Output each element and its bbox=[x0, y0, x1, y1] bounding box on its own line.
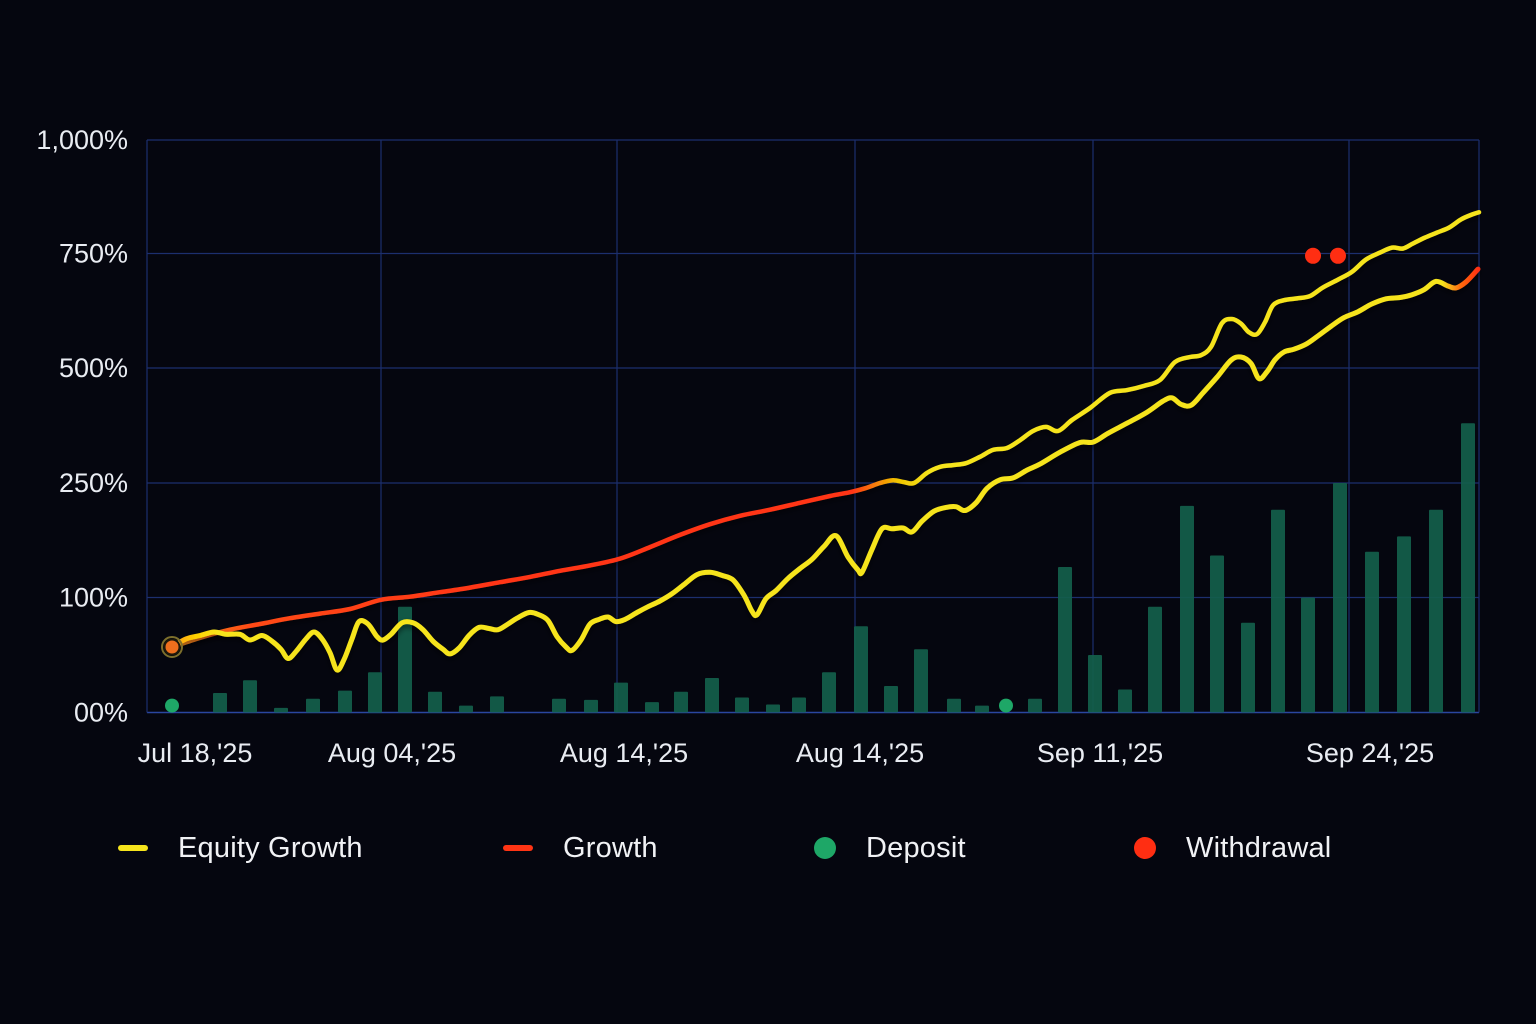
deposit-bar bbox=[398, 606, 412, 713]
deposit-bar bbox=[213, 693, 227, 713]
legend-label: Equity Growth bbox=[178, 831, 363, 864]
legend-label: Growth bbox=[563, 831, 658, 864]
x-axis-tick-label: Aug 04,'25 bbox=[328, 738, 456, 768]
deposit-bar bbox=[459, 705, 473, 713]
y-axis-tick-label: 100% bbox=[59, 583, 128, 613]
legend-item-deposit[interactable]: Deposit bbox=[814, 826, 966, 870]
deposit-bar bbox=[1148, 606, 1162, 713]
start-marker bbox=[165, 640, 179, 654]
y-axis-tick-label: 1,000% bbox=[36, 125, 128, 155]
y-axis-tick-label: 500% bbox=[59, 353, 128, 383]
deposit-bar bbox=[1058, 567, 1072, 713]
y-axis-tick-label: 750% bbox=[59, 239, 128, 269]
event-markers bbox=[161, 247, 1346, 713]
y-axis-labels: 1,000% 750% 500% 250% 100% 00% bbox=[36, 125, 128, 728]
deposit-bar bbox=[914, 649, 928, 713]
deposit-bar bbox=[1210, 555, 1224, 713]
deposit-bar bbox=[947, 698, 961, 713]
deposit-bar bbox=[614, 682, 628, 713]
y-axis-tick-label: 250% bbox=[59, 468, 128, 498]
x-axis-tick-label: Jul 18,'25 bbox=[138, 738, 253, 768]
deposit-bar bbox=[338, 690, 352, 713]
legend-label: Deposit bbox=[866, 831, 966, 864]
growth-line bbox=[169, 209, 1482, 650]
deposit-marker bbox=[999, 698, 1013, 713]
deposit-marker bbox=[165, 698, 179, 713]
deposit-bar bbox=[274, 707, 288, 713]
deposit-bar bbox=[1397, 536, 1411, 713]
equity-growth-line-swatch bbox=[118, 845, 148, 851]
deposit-bar bbox=[368, 672, 382, 713]
deposit-bar bbox=[735, 697, 749, 713]
x-axis-tick-label: Aug 14,'25 bbox=[560, 738, 688, 768]
deposit-dot-swatch bbox=[814, 837, 836, 859]
deposit-bar bbox=[1088, 655, 1102, 713]
legend-item-withdrawal[interactable]: Withdrawal bbox=[1134, 826, 1331, 870]
x-axis-tick-label: Sep 24,'25 bbox=[1306, 738, 1434, 768]
deposit-bar bbox=[490, 696, 504, 713]
deposit-bar bbox=[1271, 509, 1285, 713]
legend-item-equity-growth[interactable]: Equity Growth bbox=[118, 826, 363, 870]
x-axis-tick-label: Aug 14,'25 bbox=[796, 738, 924, 768]
x-axis-tick-label: Sep 11,'25 bbox=[1037, 738, 1163, 768]
withdrawal-dot-swatch bbox=[1134, 837, 1156, 859]
deposit-bar bbox=[1365, 551, 1379, 713]
deposit-bar bbox=[1461, 423, 1475, 713]
deposit-bar bbox=[1301, 597, 1315, 713]
deposit-bar bbox=[1429, 509, 1443, 713]
legend-item-growth[interactable]: Growth bbox=[503, 826, 658, 870]
deposit-bar bbox=[884, 686, 898, 713]
deposit-bar bbox=[766, 704, 780, 713]
deposit-bar bbox=[1118, 689, 1132, 713]
y-axis-tick-label: 00% bbox=[74, 698, 128, 728]
x-axis-labels: Jul 18,'25 Aug 04,'25 Aug 14,'25 Aug 14,'25… bbox=[138, 738, 1435, 768]
growth-line-swatch bbox=[503, 845, 533, 851]
deposit-bars bbox=[213, 423, 1475, 713]
deposit-bar bbox=[674, 691, 688, 713]
deposit-bar bbox=[306, 698, 320, 713]
legend-label: Withdrawal bbox=[1186, 831, 1332, 864]
deposit-bar bbox=[975, 705, 989, 713]
chart-legend: Equity Growth Growth Deposit Withdrawal bbox=[0, 826, 1536, 870]
deposit-bar bbox=[428, 691, 442, 713]
deposit-bar bbox=[705, 678, 719, 713]
start-marker-halo bbox=[161, 636, 183, 658]
equity-line bbox=[169, 266, 1481, 673]
withdrawal-marker bbox=[1305, 247, 1321, 264]
deposit-bar bbox=[645, 702, 659, 713]
deposit-bar bbox=[1028, 698, 1042, 713]
deposit-bar bbox=[1333, 483, 1347, 713]
deposit-bar bbox=[584, 699, 598, 713]
deposit-bar bbox=[822, 672, 836, 713]
deposit-bar bbox=[792, 697, 806, 713]
deposit-bar bbox=[552, 698, 566, 713]
deposit-bar bbox=[1241, 622, 1255, 713]
deposit-bar bbox=[1180, 505, 1194, 713]
deposit-bar bbox=[243, 680, 257, 713]
deposit-bar bbox=[854, 626, 868, 713]
withdrawal-marker bbox=[1330, 247, 1346, 264]
